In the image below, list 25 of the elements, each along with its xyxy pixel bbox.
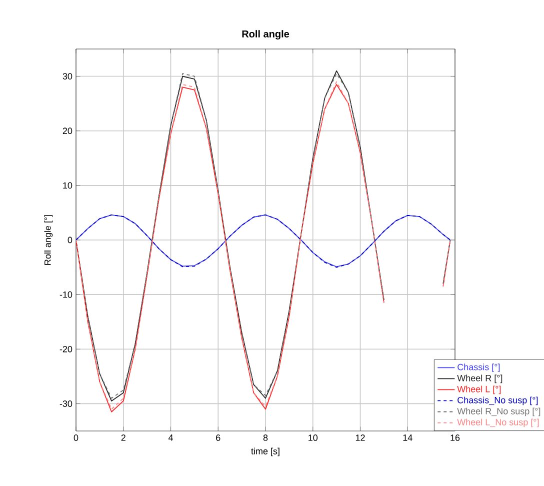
y-tick-label: 20 <box>62 128 72 134</box>
legend-label: Wheel R [°] <box>457 374 502 384</box>
x-tick-label: 16 <box>450 434 460 441</box>
y-tick-label: 30 <box>62 73 72 80</box>
y-tick-label: -10 <box>60 291 72 298</box>
legend-label: Chassis [°] <box>458 364 500 372</box>
text: Chassis_No susp [°] <box>458 396 538 406</box>
x-tick-label: 10 <box>308 434 318 441</box>
x-tick-label: 8 <box>263 434 268 441</box>
y-tick-label: 0 <box>68 236 72 244</box>
x-tick-label: 4 <box>168 434 173 441</box>
legend-label: Wheel L [°] <box>457 386 501 394</box>
x-axis-title: time [s] <box>251 448 280 456</box>
legend-label: Wheel L_No susp [°] <box>457 418 539 428</box>
x-tick-label: 2 <box>121 434 126 441</box>
y-tick-label: -20 <box>60 346 72 352</box>
x-tick-label: 14 <box>403 434 412 441</box>
x-tick-label: 0 <box>74 434 78 441</box>
x-tick-label: 12 <box>356 434 365 441</box>
y-tick-label: 10 <box>63 182 72 189</box>
y-axis-title: Roll angle [°] <box>44 215 53 265</box>
legend-label: Wheel R_No susp [°] <box>457 408 540 416</box>
y-tick-label: -30 <box>60 400 72 407</box>
chart-title: Roll angle <box>242 30 290 40</box>
x-tick-label: 6 <box>216 434 220 441</box>
